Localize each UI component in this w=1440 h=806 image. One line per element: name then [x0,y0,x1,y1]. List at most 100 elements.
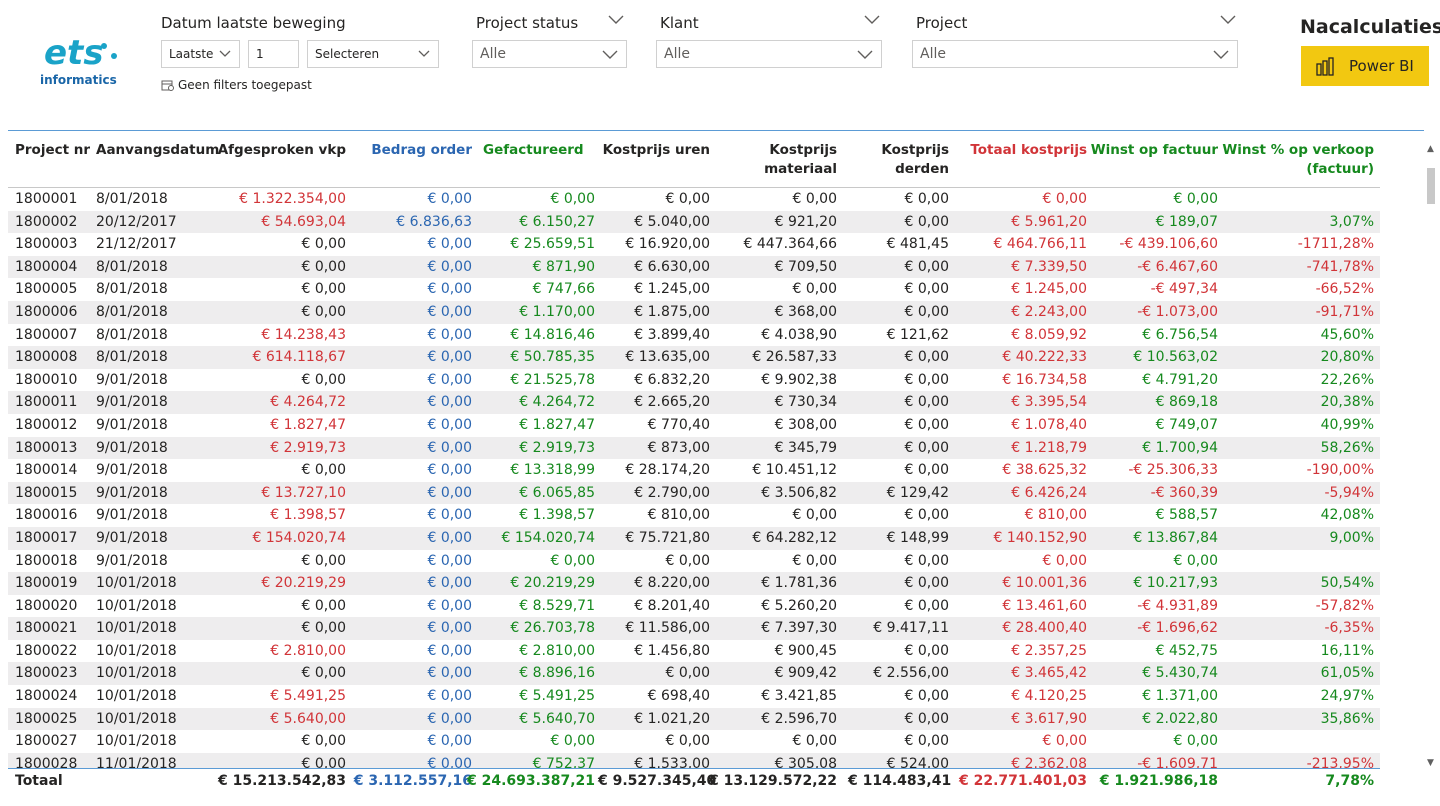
cell-kostprijs-derden: € 0,00 [904,688,949,705]
scroll-up-icon[interactable]: ▲ [1427,144,1434,154]
chevron-down-icon[interactable] [608,15,624,24]
cell-winst-op-factuur: -€ 1.696,62 [1137,620,1218,637]
cell-project-nr: 1800008 [15,349,78,366]
col-header-gefactureerd[interactable]: Gefactureerd [483,142,584,158]
status-dropdown[interactable]: Alle [472,40,627,68]
scroll-down-icon[interactable]: ▼ [1427,758,1434,768]
chevron-down-icon[interactable] [864,15,880,24]
table-row[interactable]: 1800008 8/01/2018 € 614.118,67 € 0,00 € 50.7… [8,346,1380,369]
cell-winst-pct: -213,95% [1306,755,1374,768]
cell-gefactureerd: € 5.491,25 [519,688,595,705]
cell-aanvangsdatum: 9/01/2018 [96,462,168,479]
klant-dropdown[interactable]: Alle [656,40,882,68]
table-row[interactable]: 1800027 10/01/2018 € 0,00 € 0,00 € 0,00 € 0,0… [8,730,1380,753]
col-header-totaal-kostprijs[interactable]: Totaal kostprijs [970,142,1087,158]
cell-winst-op-factuur: € 13.867,84 [1133,529,1218,546]
col-header-kostprijs-derden[interactable]: Kostprijs derden [881,142,949,177]
col-header-project-nr[interactable]: Project nr [15,142,91,158]
project-dropdown[interactable]: Alle [912,40,1238,68]
table-row[interactable]: 1800013 9/01/2018 € 2.919,73 € 0,00 € 2.919,… [8,436,1380,460]
cell-kostprijs-materiaal: € 2.596,70 [761,710,837,727]
table-row[interactable]: 1800023 10/01/2018 € 0,00 € 0,00 € 8.896,16 €… [8,662,1380,686]
power-bi-button[interactable]: Power BI [1301,46,1429,86]
cell-gefactureerd: € 5.640,70 [519,710,595,727]
table-row[interactable]: 1800002 20/12/2017 € 54.693,04 € 6.836,63 € … [8,210,1380,234]
cell-bedrag-order: € 0,00 [427,688,472,705]
table-row[interactable]: 1800022 10/01/2018 € 2.810,00 € 0,00 € 2.810… [8,640,1380,663]
cell-winst-op-factuur: € 2.022,80 [1142,710,1218,727]
cell-gefactureerd: € 20.219,29 [510,575,595,592]
table-header: Project nr Aanvangsdatum Afgesproken vkp… [8,131,1424,187]
table-row[interactable]: 1800006 8/01/2018 € 0,00 € 0,00 € 1.170,00 € … [8,300,1380,324]
cell-gefactureerd: € 25.659,51 [510,236,595,253]
table-row[interactable]: 1800015 9/01/2018 € 13.727,10 € 0,00 € 6.065… [8,481,1380,505]
table-row[interactable]: 1800007 8/01/2018 € 14.238,43 € 0,00 € 14.81… [8,324,1380,347]
table-row[interactable]: 1800014 9/01/2018 € 0,00 € 0,00 € 13.318,99 €… [8,459,1380,482]
table-row[interactable]: 1800003 21/12/2017 € 0,00 € 0,00 € 25.659,51… [8,233,1380,256]
cell-totaal-kostprijs: € 3.395,54 [1011,394,1087,411]
no-filter-note: Geen filters toegepast [161,78,312,92]
power-bi-icon [1316,57,1334,76]
chevron-down-icon[interactable] [1220,15,1236,24]
cell-gefactureerd: € 2.810,00 [519,642,595,659]
cell-winst-op-factuur: € 0,00 [1173,552,1218,569]
table-row[interactable]: 1800024 10/01/2018 € 5.491,25 € 0,00 € 5.491… [8,685,1380,708]
cell-kostprijs-materiaal: € 900,45 [774,642,837,659]
date-mode-dropdown[interactable]: Laatste [161,40,240,68]
cell-aanvangsdatum: 20/12/2017 [96,213,177,230]
cell-totaal-kostprijs: € 16.734,58 [1002,371,1087,388]
cell-totaal-kostprijs: € 2.362,08 [1011,755,1087,768]
cell-kostprijs-derden: € 0,00 [904,710,949,727]
table-row[interactable]: 1800025 10/01/2018 € 5.640,00 € 0,00 € 5.640… [8,707,1380,731]
cell-winst-pct: 22,26% [1320,371,1374,388]
cell-winst-pct: -741,78% [1306,258,1374,275]
cell-project-nr: 1800020 [15,597,78,614]
cell-winst-pct: 16,11% [1320,642,1374,659]
table-row[interactable]: 1800004 8/01/2018 € 0,00 € 0,00 € 871,90 € 6.… [8,255,1380,279]
date-count-input[interactable]: 1 [248,40,299,68]
table-row[interactable]: 1800005 8/01/2018 € 0,00 € 0,00 € 747,66 € 1.… [8,278,1380,301]
table-row[interactable]: 1800011 9/01/2018 € 4.264,72 € 0,00 € 4.264,… [8,391,1380,414]
klant-slicer-title: Klant [660,14,699,32]
table-row[interactable]: 1800020 10/01/2018 € 0,00 € 0,00 € 8.529,71 €… [8,595,1380,618]
col-header-winst-pct[interactable]: Winst % op verkoop (factuur) [1222,142,1374,177]
cell-gefactureerd: € 6.150,27 [519,213,595,230]
cell-winst-op-factuur: € 0,00 [1173,191,1218,207]
cell-kostprijs-uren: € 16.920,00 [625,236,710,253]
cell-winst-op-factuur: € 1.371,00 [1142,688,1218,705]
table-row[interactable]: 1800017 9/01/2018 € 154.020,74 € 0,00 € 154.… [8,526,1380,550]
cell-bedrag-order: € 0,00 [427,529,472,546]
table-row[interactable]: 1800028 11/01/2018 € 0,00 € 0,00 € 752,37 € 1… [8,752,1380,768]
table-row[interactable]: 1800019 10/01/2018 € 20.219,29 € 0,00 € 20.2… [8,572,1380,595]
table-row[interactable]: 1800016 9/01/2018 € 1.398,57 € 0,00 € 1.398,… [8,504,1380,527]
col-header-kostprijs-uren[interactable]: Kostprijs uren [602,142,710,158]
svg-text:informatics: informatics [40,73,117,87]
calendar-icon [161,80,174,91]
date-unit-dropdown[interactable]: Selecteren [307,40,439,68]
col-header-winst-op-factuur[interactable]: Winst op factuur [1090,142,1218,158]
cell-afgesproken-vkp: € 0,00 [301,665,346,682]
table-row[interactable]: 1800010 9/01/2018 € 0,00 € 0,00 € 21.525,78 €… [8,369,1380,392]
table-row[interactable]: 1800021 10/01/2018 € 0,00 € 0,00 € 26.703,78… [8,617,1380,640]
table-row[interactable]: 1800018 9/01/2018 € 0,00 € 0,00 € 0,00 € 0,00… [8,550,1380,573]
chevron-down-icon [418,50,430,57]
cell-bedrag-order: € 0,00 [427,642,472,659]
cell-kostprijs-derden: € 0,00 [904,597,949,614]
table-row[interactable]: 1800012 9/01/2018 € 1.827,47 € 0,00 € 1.827,… [8,414,1380,437]
col-header-bedrag-order[interactable]: Bedrag order [371,142,472,158]
cell-project-nr: 1800019 [15,575,78,592]
cell-kostprijs-derden: € 2.556,00 [873,665,949,682]
col-header-afgesproken-vkp[interactable]: Afgesproken vkp [217,142,346,158]
table-body: 1800001 8/01/2018 € 1.322.354,00 € 0,00 € 0,… [8,188,1380,768]
cell-aanvangsdatum: 10/01/2018 [96,733,177,750]
cell-bedrag-order: € 0,00 [427,326,472,343]
table-scrollbar[interactable]: ▲ ▼ [1424,136,1438,776]
col-header-kostprijs-materiaal[interactable]: Kostprijs materiaal [764,142,837,177]
table-row[interactable]: 1800001 8/01/2018 € 1.322.354,00 € 0,00 € 0,… [8,188,1380,211]
cell-winst-op-factuur: -€ 360,39 [1150,484,1218,501]
scroll-thumb[interactable] [1427,168,1435,204]
col-header-aanvangsdatum[interactable]: Aanvangsdatum [96,142,220,158]
cell-kostprijs-uren: € 3.899,40 [634,326,710,343]
cell-kostprijs-materiaal: € 64.282,12 [752,529,837,546]
cell-winst-pct: 24,97% [1320,688,1374,705]
